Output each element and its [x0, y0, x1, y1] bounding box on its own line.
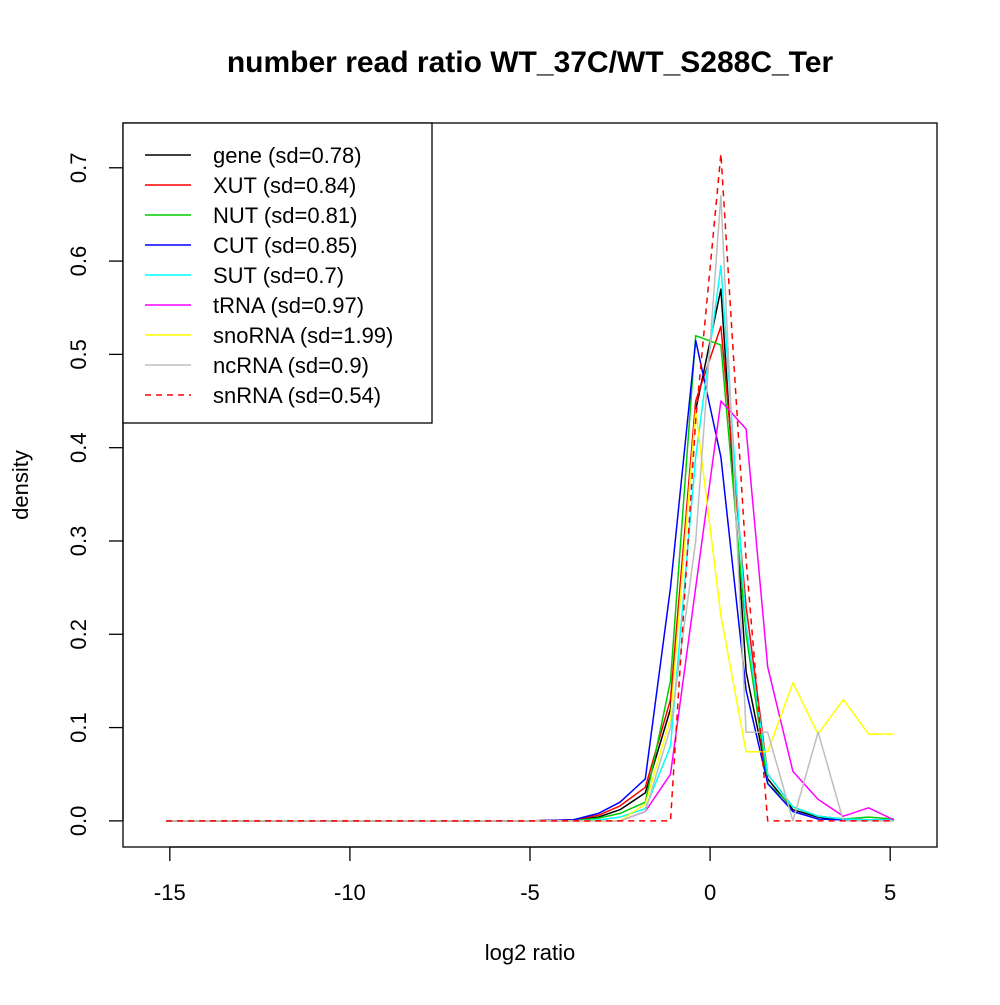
y-tick-label: 0.1: [66, 712, 91, 743]
y-tick-label: 0.5: [66, 339, 91, 370]
legend-entries: gene (sd=0.78) XUT (sd=0.84) NUT (sd=0.81)…: [145, 143, 393, 408]
series-line-gene: [166, 288, 894, 822]
y-tick-label: 0.7: [66, 152, 91, 183]
x-tick-label: -5: [520, 880, 540, 905]
x-axis: -15 -10 -5 0 5: [154, 846, 896, 905]
y-tick-label: 0.6: [66, 246, 91, 277]
legend-label-sut: SUT (sd=0.7): [213, 263, 344, 288]
y-tick-label: 0.0: [66, 806, 91, 837]
y-axis-title: density: [8, 450, 33, 520]
series-line-trna: [166, 400, 895, 822]
y-axis: 0.0 0.1 0.2 0.3 0.4 0.5 0.6 0.7: [66, 152, 124, 837]
chart-title: number read ratio WT_37C/WT_S288C_Ter: [227, 46, 834, 79]
legend-label-xut: XUT (sd=0.84): [213, 173, 356, 198]
legend-label-trna: tRNA (sd=0.97): [213, 293, 364, 318]
x-tick-label: -15: [154, 880, 186, 905]
legend-label-gene: gene (sd=0.78): [213, 143, 362, 168]
legend-label-snrna: snRNA (sd=0.54): [213, 383, 381, 408]
legend-label-ncrna: ncRNA (sd=0.9): [213, 353, 369, 378]
x-tick-label: -10: [334, 880, 366, 905]
y-tick-label: 0.4: [66, 432, 91, 463]
x-axis-title: log2 ratio: [485, 940, 576, 965]
legend-label-snorna: snoRNA (sd=1.99): [213, 323, 393, 348]
x-tick-label: 5: [884, 880, 896, 905]
legend-box: [122, 122, 433, 424]
legend-label-nut: NUT (sd=0.81): [213, 203, 357, 228]
series-layer: [166, 153, 895, 822]
series-line-cut: [166, 339, 894, 822]
series-line-snorna: [166, 409, 894, 822]
legend-label-cut: CUT (sd=0.85): [213, 233, 357, 258]
y-tick-label: 0.3: [66, 526, 91, 557]
x-tick-label: 0: [704, 880, 716, 905]
series-line-snrna: [166, 153, 894, 822]
y-tick-label: 0.2: [66, 619, 91, 650]
legend: gene (sd=0.78) XUT (sd=0.84) NUT (sd=0.81)…: [122, 122, 433, 424]
